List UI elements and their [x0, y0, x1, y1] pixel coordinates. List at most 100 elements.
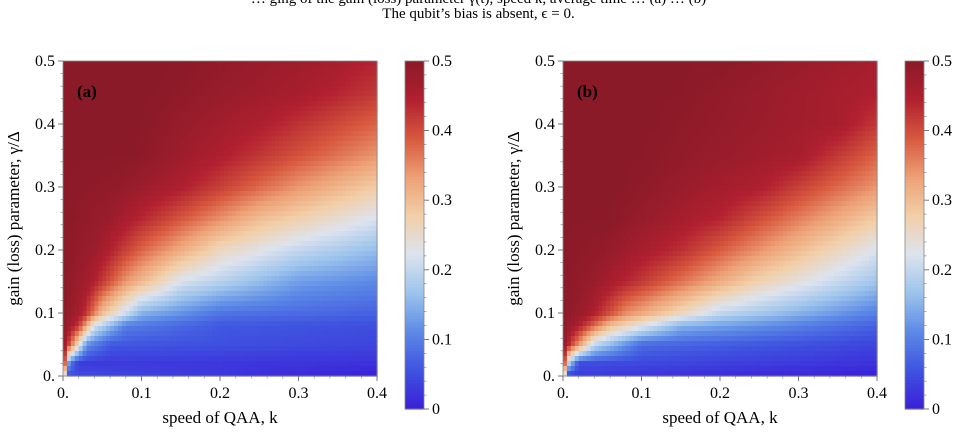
heatmap-cell	[133, 126, 139, 132]
heatmap-cell	[90, 266, 95, 272]
heatmap-cell	[200, 166, 205, 172]
heatmap-cell	[216, 226, 221, 232]
heatmap-cell	[286, 256, 292, 262]
heatmap-cell	[141, 181, 147, 187]
heatmap-cell	[192, 216, 198, 222]
heatmap-cell	[102, 186, 107, 192]
heatmap-cell	[86, 296, 92, 302]
heatmap-cell	[223, 241, 229, 247]
heatmap-cell	[157, 171, 162, 177]
heatmap-cell	[361, 341, 366, 347]
heatmap-cell	[129, 61, 135, 67]
heatmap-cell	[231, 266, 237, 272]
heatmap-cell	[322, 336, 327, 342]
heatmap-cell	[267, 336, 272, 342]
heatmap-cell	[204, 301, 209, 307]
heatmap-cell	[157, 251, 162, 257]
heatmap-cell	[345, 166, 351, 172]
heatmap-cell	[149, 186, 154, 192]
heatmap-cell	[129, 266, 135, 272]
heatmap-cell	[337, 191, 343, 197]
heatmap-cell	[298, 236, 304, 242]
heatmap-cell	[114, 331, 119, 337]
heatmap-cell	[267, 196, 272, 202]
heatmap-cell	[94, 111, 99, 117]
heatmap-cell	[165, 251, 170, 257]
heatmap-cell	[63, 131, 68, 137]
heatmap-cell	[94, 326, 99, 332]
heatmap-cell	[125, 251, 131, 257]
heatmap-cell	[278, 191, 284, 197]
heatmap-cell	[349, 226, 355, 232]
heatmap-cell	[66, 181, 72, 187]
heatmap-cell	[329, 101, 335, 107]
heatmap-cell	[286, 191, 292, 197]
heatmap-cell	[196, 111, 201, 117]
heatmap-cell	[117, 176, 123, 182]
heatmap-cell	[345, 231, 351, 237]
heatmap-cell	[63, 191, 68, 197]
heatmap-cell	[255, 66, 260, 72]
heatmap-cell	[212, 66, 217, 72]
heatmap-cell	[267, 101, 272, 107]
heatmap-cell	[129, 106, 135, 112]
heatmap-cell	[216, 141, 221, 147]
heatmap-cell	[278, 151, 284, 157]
heatmap-cell	[168, 161, 174, 167]
heatmap-cell	[278, 111, 284, 117]
heatmap-cell	[341, 276, 347, 282]
heatmap-cell	[318, 336, 323, 342]
heatmap-cell	[255, 236, 260, 242]
heatmap-cell	[235, 116, 241, 122]
heatmap-cell	[243, 86, 249, 92]
heatmap-cell	[110, 96, 115, 102]
heatmap-cell	[165, 296, 170, 302]
heatmap-cell	[66, 246, 72, 252]
heatmap-cell	[263, 281, 268, 287]
heatmap-cell	[357, 76, 362, 82]
heatmap-cell	[361, 316, 366, 322]
heatmap-cell	[251, 241, 256, 247]
heatmap-cell	[90, 216, 95, 222]
heatmap-cell	[145, 361, 150, 367]
heatmap-cell	[137, 221, 143, 227]
heatmap-cell	[176, 106, 182, 112]
heatmap-cell	[129, 136, 135, 142]
heatmap-cell	[345, 86, 351, 92]
heatmap-cell	[247, 201, 252, 207]
heatmap-cell	[227, 136, 233, 142]
heatmap-cell	[204, 66, 209, 72]
heatmap-cell	[306, 271, 311, 277]
heatmap-cell	[153, 226, 158, 232]
heatmap-cell	[141, 286, 147, 292]
heatmap-cell	[294, 241, 300, 247]
heatmap-cell	[247, 161, 252, 167]
heatmap-cell	[357, 206, 362, 212]
heatmap-cell	[216, 156, 221, 162]
heatmap-cell	[161, 181, 166, 187]
heatmap-cell	[106, 86, 111, 92]
heatmap-cell	[78, 266, 84, 272]
heatmap-cell	[329, 341, 335, 347]
heatmap-cell	[243, 146, 249, 152]
heatmap-cell	[212, 236, 217, 242]
heatmap-cell	[102, 191, 107, 197]
heatmap-cell	[188, 126, 194, 132]
heatmap-cell	[125, 141, 131, 147]
heatmap-cell	[63, 206, 68, 212]
heatmap-cell	[204, 96, 209, 102]
heatmap-cell	[129, 91, 135, 97]
caption-line-2: The qubit’s bias is absent, ϵ = 0.	[382, 6, 575, 22]
heatmap-cell	[110, 321, 115, 327]
heatmap-cell	[337, 366, 343, 372]
heatmap-cell	[66, 221, 72, 227]
heatmap-cell	[141, 66, 147, 72]
heatmap-cell	[110, 366, 115, 372]
heatmap-cell	[314, 211, 319, 217]
heatmap-cell	[294, 236, 300, 242]
heatmap-cell	[184, 326, 190, 332]
heatmap-cell	[290, 151, 296, 157]
heatmap-cell	[251, 191, 256, 197]
heatmap-cell	[227, 151, 233, 157]
heatmap-cell	[298, 161, 304, 167]
